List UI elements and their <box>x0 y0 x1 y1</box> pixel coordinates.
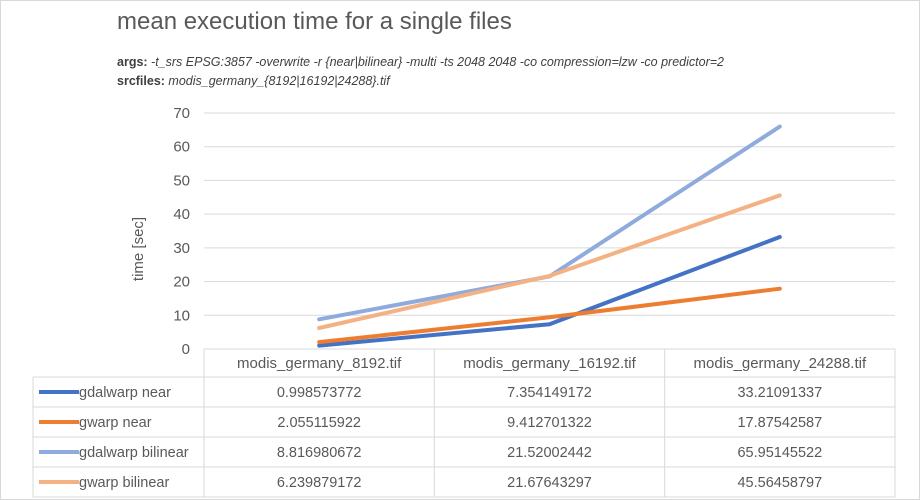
y-tick-label: 40 <box>173 206 190 223</box>
data-table: modis_germany_8192.tif modis_germany_1619… <box>32 348 896 498</box>
y-tick-label: 50 <box>173 172 190 189</box>
legend-label: gwarp bilinear <box>79 475 169 491</box>
y-axis-label: time [sec] <box>130 217 147 281</box>
args-key: args: <box>117 55 148 69</box>
table-cell-value: 2.055115922 <box>277 415 361 431</box>
table-cell-value: 21.67643297 <box>507 475 592 491</box>
table-cell-value: 9.412701322 <box>507 415 592 431</box>
y-tick-label: 30 <box>173 240 190 257</box>
y-tick-label: 60 <box>173 139 190 156</box>
table-cell-value: 33.21091337 <box>737 385 822 401</box>
y-tick-label: 0 <box>182 341 190 358</box>
srcfiles-value: modis_germany_{8192|16192|24288}.tif <box>164 74 390 88</box>
series-line <box>317 235 782 348</box>
y-tick-label: 20 <box>173 274 190 291</box>
table-cell-value: 8.816980672 <box>277 445 362 461</box>
series-line <box>317 124 782 322</box>
table-cell-value: 17.87542587 <box>737 415 822 431</box>
table-cell-value: 65.95145522 <box>737 445 822 461</box>
gridlines <box>204 112 895 350</box>
legend-label: gdalwarp bilinear <box>79 445 189 461</box>
x-tick-label: modis_germany_16192.tif <box>463 355 636 372</box>
y-tick-label: 10 <box>173 307 190 324</box>
srcfiles-key: srcfiles: <box>117 74 165 88</box>
y-axis-ticks: 0 10 20 30 40 50 60 70 <box>173 105 190 358</box>
table-cell-value: 6.239879172 <box>277 475 362 491</box>
series-line <box>317 193 782 330</box>
series-lines <box>317 124 782 348</box>
table-cell-value: 45.56458797 <box>737 475 822 491</box>
srcfiles-line: srcfiles: modis_germany_{8192|16192|2428… <box>117 74 390 88</box>
args-line: args: -t_srs EPSG:3857 -overwrite -r {ne… <box>117 55 724 69</box>
x-tick-label: modis_germany_8192.tif <box>237 355 402 372</box>
legend-label: gdalwarp near <box>79 385 171 401</box>
table-cell-value: 21.52002442 <box>507 445 592 461</box>
table-cell-value: 0.998573772 <box>277 385 362 401</box>
chart-title: mean execution time for a single files <box>117 8 512 35</box>
series-line <box>317 286 782 345</box>
args-value: -t_srs EPSG:3857 -overwrite -r {near|bil… <box>147 55 724 69</box>
y-tick-label: 70 <box>173 105 190 122</box>
table-cell-value: 7.354149172 <box>507 385 592 401</box>
x-tick-label: modis_germany_24288.tif <box>694 355 867 372</box>
legend-label: gwarp near <box>79 415 152 431</box>
